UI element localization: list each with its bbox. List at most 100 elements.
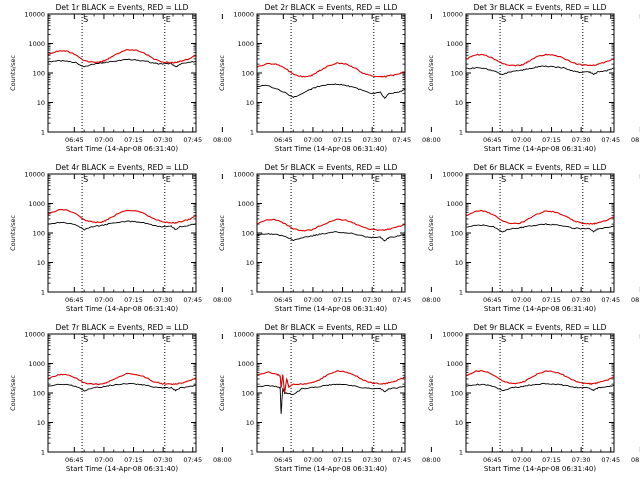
marker-label-s: S — [83, 15, 88, 24]
marker-label-e: E — [584, 335, 589, 344]
marker-label-e: E — [375, 175, 380, 184]
y-tick-label: 100 — [242, 70, 254, 78]
y-tick-label: 100 — [33, 70, 45, 78]
x-tick-label: 07:00 — [95, 136, 114, 144]
series-line-lld — [465, 370, 615, 386]
x-tick-label: 07:00 — [304, 456, 323, 464]
y-tick-label: 1 — [250, 129, 254, 137]
chart-panel-7: Det 7r BLACK = Events, RED = LLD Counts/s… — [9, 323, 232, 473]
y-tick-label: 1 — [41, 129, 45, 137]
chart-title: Det 4r BLACK = Events, RED = LLD — [56, 163, 189, 172]
y-tick-label: 1 — [250, 289, 254, 297]
series-line-events — [256, 83, 406, 99]
marker-label-e: E — [166, 175, 171, 184]
x-tick-label: 07:00 — [95, 296, 114, 304]
chart-panel-1: Det 1r BLACK = Events, RED = LLD Counts/s… — [9, 3, 232, 153]
plot-frame — [47, 13, 197, 133]
plot-frame — [256, 333, 406, 453]
x-tick-label: 08:00 — [213, 456, 232, 464]
y-axis-label: Counts/sec — [427, 215, 435, 251]
chart-title: Det 6r BLACK = Events, RED = LLD — [474, 163, 607, 172]
x-tick-label: 08:00 — [422, 456, 441, 464]
series-line-lld — [47, 372, 197, 386]
marker-label-s: S — [292, 175, 297, 184]
y-tick-label: 10 — [246, 259, 254, 267]
x-tick-label: 08:00 — [631, 136, 640, 144]
x-tick-label: 07:45 — [392, 136, 411, 144]
y-axis-label: Counts/sec — [218, 375, 226, 411]
y-tick-label: 1 — [459, 129, 463, 137]
chart-panel-6: Det 6r BLACK = Events, RED = LLD Counts/s… — [427, 163, 640, 313]
y-tick-label: 10000 — [24, 171, 45, 179]
x-tick-label: 07:00 — [513, 456, 532, 464]
y-tick-label: 1 — [41, 449, 45, 457]
x-tick-label: 08:00 — [631, 456, 640, 464]
x-axis-label: Start Time (14-Apr-08 06:31:40) — [66, 145, 178, 153]
x-axis-label: Start Time (14-Apr-08 06:31:40) — [275, 305, 387, 313]
y-tick-label: 100 — [242, 390, 254, 398]
series-line-lld — [256, 218, 406, 232]
y-tick-label: 100 — [451, 390, 463, 398]
chart-title: Det 9r BLACK = Events, RED = LLD — [474, 323, 607, 332]
x-tick-label: 07:45 — [183, 456, 202, 464]
y-tick-label: 10 — [455, 259, 463, 267]
x-tick-label: 07:15 — [542, 136, 561, 144]
x-tick-label: 08:00 — [213, 296, 232, 304]
x-tick-label: 07:15 — [124, 136, 143, 144]
x-tick-label: 07:15 — [333, 456, 352, 464]
y-tick-label: 100 — [451, 70, 463, 78]
marker-label-e: E — [166, 335, 171, 344]
chart-title: Det 8r BLACK = Events, RED = LLD — [265, 323, 398, 332]
plot-frame — [256, 173, 406, 293]
x-tick-label: 07:00 — [304, 296, 323, 304]
y-axis-label: Counts/sec — [9, 55, 17, 91]
marker-label-s: S — [501, 15, 506, 24]
chart-panel-3: Det 3r BLACK = Events, RED = LLD Counts/s… — [427, 3, 640, 153]
y-tick-label: 1 — [459, 449, 463, 457]
x-axis-label: Start Time (14-Apr-08 06:31:40) — [66, 305, 178, 313]
y-tick-label: 100 — [33, 230, 45, 238]
y-tick-label: 10 — [37, 99, 45, 107]
chart-title: Det 7r BLACK = Events, RED = LLD — [56, 323, 189, 332]
x-tick-label: 07:45 — [183, 136, 202, 144]
y-tick-label: 1000 — [237, 200, 254, 208]
x-tick-label: 07:15 — [542, 296, 561, 304]
y-tick-label: 10 — [246, 419, 254, 427]
chart-panel-9: Det 9r BLACK = Events, RED = LLD Counts/s… — [427, 323, 640, 473]
x-tick-label: 06:45 — [65, 296, 84, 304]
series-line-events — [465, 382, 615, 392]
y-tick-label: 100 — [33, 390, 45, 398]
chart-panel-8: Det 8r BLACK = Events, RED = LLD Counts/s… — [218, 323, 441, 473]
series-line-lld — [465, 210, 615, 225]
x-tick-label: 07:45 — [601, 136, 620, 144]
marker-label-s: S — [501, 175, 506, 184]
x-tick-label: 07:30 — [363, 296, 382, 304]
x-tick-label: 07:00 — [513, 296, 532, 304]
y-tick-label: 1000 — [237, 360, 254, 368]
x-tick-label: 07:30 — [572, 296, 591, 304]
y-tick-label: 1000 — [28, 360, 45, 368]
series-line-events — [47, 382, 197, 392]
chart-title: Det 3r BLACK = Events, RED = LLD — [474, 3, 607, 12]
y-axis-label: Counts/sec — [427, 375, 435, 411]
y-tick-label: 100 — [451, 230, 463, 238]
x-tick-label: 07:30 — [154, 136, 173, 144]
y-tick-label: 10 — [455, 99, 463, 107]
y-axis-label: Counts/sec — [9, 215, 17, 251]
x-tick-label: 07:15 — [542, 456, 561, 464]
plot-frame — [465, 173, 615, 293]
marker-label-s: S — [83, 335, 88, 344]
y-tick-label: 10000 — [233, 11, 254, 19]
y-axis-label: Counts/sec — [218, 55, 226, 91]
y-tick-label: 1 — [459, 289, 463, 297]
y-tick-label: 10000 — [442, 331, 463, 339]
series-line-lld — [256, 370, 406, 393]
y-tick-label: 100 — [242, 230, 254, 238]
x-tick-label: 07:15 — [333, 296, 352, 304]
y-tick-label: 1 — [250, 449, 254, 457]
x-tick-label: 07:15 — [124, 296, 143, 304]
marker-label-e: E — [584, 15, 589, 24]
chart-panel-4: Det 4r BLACK = Events, RED = LLD Counts/s… — [9, 163, 232, 313]
x-tick-label: 07:45 — [601, 296, 620, 304]
